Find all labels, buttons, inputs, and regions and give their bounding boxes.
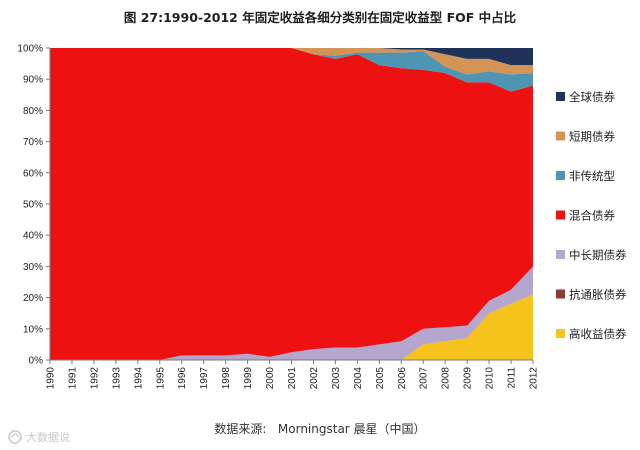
x-tick-label: 1998 xyxy=(221,367,232,390)
legend-item-6: 全球债券 xyxy=(556,90,615,104)
legend-item-1: 抗通胀债券 xyxy=(556,288,627,302)
legend-swatch xyxy=(556,329,565,338)
x-tick-label: 1993 xyxy=(111,367,122,390)
legend-label: 非传统型 xyxy=(569,169,615,183)
chart-title: 图 27:1990-2012 年固定收益各细分类别在固定收益型 FOF 中占比 xyxy=(124,10,517,25)
legend-swatch xyxy=(556,210,565,220)
watermark-text: 大数据说 xyxy=(26,430,70,444)
area-series-3 xyxy=(50,48,533,360)
legend-label: 全球债券 xyxy=(569,90,615,104)
legend-label: 中长期债券 xyxy=(569,248,627,262)
x-tick-label: 1992 xyxy=(89,367,100,390)
legend-label: 抗通胀债券 xyxy=(569,288,627,302)
y-tick-label: 100% xyxy=(17,44,43,55)
watermark-logo-icon xyxy=(8,430,22,444)
legend-item-5: 短期债券 xyxy=(556,130,615,144)
x-tick-label: 2010 xyxy=(485,367,496,390)
x-tick-label: 2004 xyxy=(353,367,364,390)
y-tick-label: 40% xyxy=(23,231,43,242)
x-tick-label: 1994 xyxy=(133,367,144,390)
x-tick-label: 2003 xyxy=(331,367,342,390)
x-tick-label: 2001 xyxy=(287,367,298,390)
y-tick-label: 30% xyxy=(23,262,43,273)
x-tick-label: 2011 xyxy=(507,367,518,389)
area-series-5 xyxy=(50,48,533,75)
x-tick-label: 2002 xyxy=(309,367,320,390)
x-tick-label: 1995 xyxy=(155,367,166,390)
y-tick-label: 50% xyxy=(23,200,43,211)
x-tick-label: 2005 xyxy=(375,367,386,390)
legend-label: 短期债券 xyxy=(569,130,615,144)
legend-swatch xyxy=(556,289,565,299)
x-tick-label: 1990 xyxy=(46,367,57,390)
legend-label: 高收益债券 xyxy=(569,327,627,341)
watermark: 大数据说 xyxy=(8,430,70,444)
x-tick-label: 2009 xyxy=(463,367,474,390)
x-tick-label: 2000 xyxy=(265,367,276,390)
x-tick-label: 1996 xyxy=(177,367,188,390)
y-tick-label: 0% xyxy=(29,356,44,367)
x-tick-label: 2008 xyxy=(441,367,452,390)
legend-swatch xyxy=(556,92,565,101)
area-series-0 xyxy=(50,294,533,360)
area-series-2 xyxy=(50,266,533,360)
y-tick-label: 10% xyxy=(23,324,43,335)
legend-swatch xyxy=(556,171,565,180)
y-tick-label: 70% xyxy=(23,137,43,148)
legend-item-3: 混合债券 xyxy=(556,209,615,223)
plot-areas xyxy=(50,48,533,360)
area-series-4 xyxy=(50,48,533,92)
area-series-6 xyxy=(50,48,533,66)
legend-swatch xyxy=(556,131,565,141)
x-tick-label: 2006 xyxy=(397,367,408,390)
x-tick-label: 1999 xyxy=(243,367,254,390)
y-tick-label: 80% xyxy=(23,106,43,117)
source-note: 数据来源: Morningstar 晨星（中国） xyxy=(214,421,425,436)
legend-item-0: 高收益债券 xyxy=(556,327,627,341)
y-tick-label: 20% xyxy=(23,293,43,304)
y-tick-label: 60% xyxy=(23,168,43,179)
legend-label: 混合债券 xyxy=(569,209,615,223)
legend-item-4: 非传统型 xyxy=(556,169,615,183)
x-tick-label: 2007 xyxy=(419,367,430,390)
x-tick-label: 1991 xyxy=(67,367,78,390)
legend-item-2: 中长期债券 xyxy=(556,248,627,262)
axes: 0% 10% 20% 30% 40% 50% 60% 70% 80% 90% 100% 1990 199… xyxy=(17,44,539,390)
y-tick-label: 90% xyxy=(23,75,43,86)
x-tick-label: 1997 xyxy=(199,367,210,390)
x-tick-label: 2012 xyxy=(529,367,540,390)
legend-swatch xyxy=(556,250,565,259)
